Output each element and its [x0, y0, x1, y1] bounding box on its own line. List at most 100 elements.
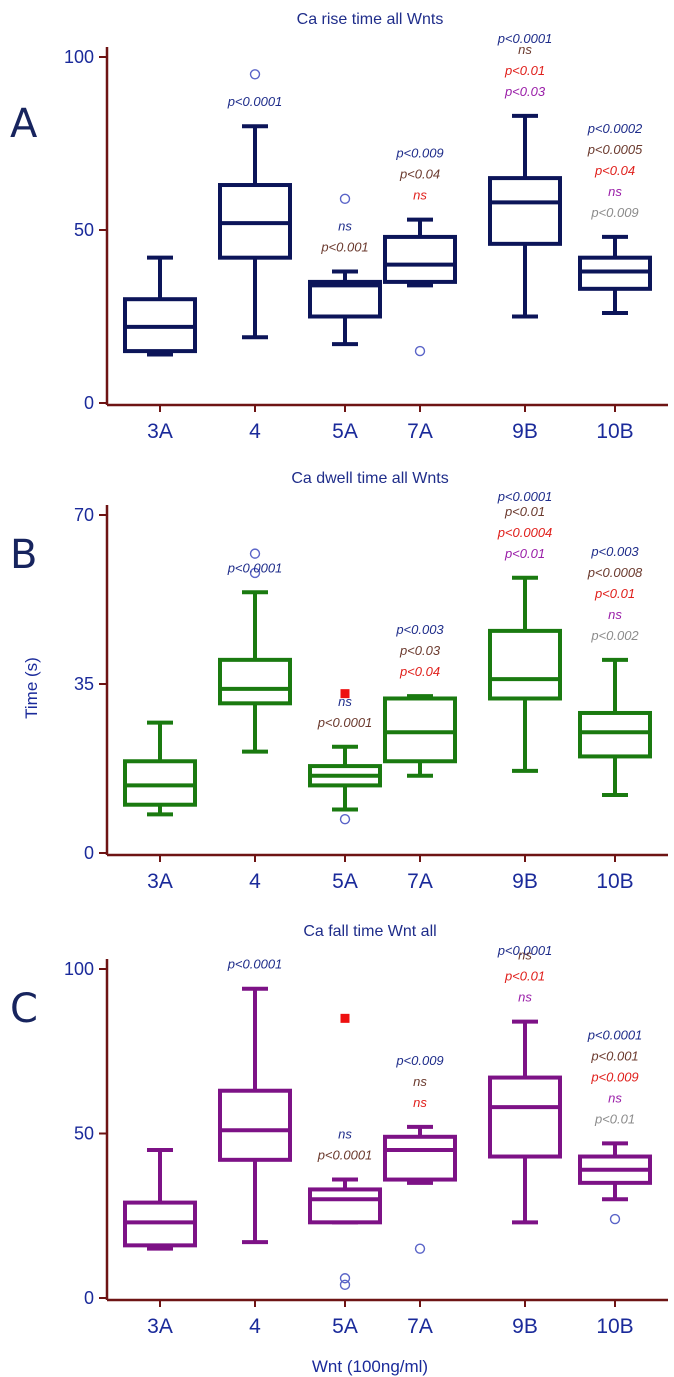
- x-tick-label: 5A: [332, 870, 358, 893]
- y-tick-label: 0: [84, 1288, 94, 1308]
- box-plot-10b: [578, 1141, 652, 1202]
- significance-label: ns: [518, 990, 532, 1005]
- chart-panel-b: Ca dwell time all Wnts B 0 35 70 3A 4 p<0.0001 5…: [10, 470, 668, 893]
- significance-label: p<0.0001: [497, 31, 553, 46]
- significance-label: p<0.0004: [497, 525, 553, 540]
- extreme-point: [340, 1013, 350, 1023]
- x-tick-label: 3A: [147, 420, 173, 443]
- significance-label: p<0.009: [395, 1053, 443, 1068]
- chart-panel-a: Ca rise time all Wnts A 0 50 100 3A 4 p<0.0001 5…: [10, 11, 668, 443]
- significance-label: p<0.0001: [227, 560, 283, 575]
- y-tick-label: 100: [64, 959, 94, 979]
- interquartile-box: [488, 176, 562, 246]
- panel-letter: B: [10, 532, 37, 578]
- x-tick-label: 5A: [332, 1315, 358, 1338]
- significance-label: p<0.01: [504, 969, 545, 984]
- box-plot-9b: [488, 575, 562, 773]
- outlier-point: [339, 193, 351, 205]
- box-plot-5a: [308, 269, 382, 347]
- x-tick-label: 7A: [407, 420, 433, 443]
- significance-label: p<0.003: [395, 622, 444, 637]
- significance-label: p<0.01: [594, 586, 635, 601]
- box-plot-9b: [488, 113, 562, 319]
- significance-label: p<0.003: [590, 544, 639, 559]
- chart-title: Ca rise time all Wnts: [297, 11, 444, 28]
- interquartile-box: [488, 1075, 562, 1159]
- interquartile-box: [218, 1088, 292, 1162]
- chart-title: Ca dwell time all Wnts: [291, 470, 448, 487]
- chart-title: Ca fall time Wnt all: [303, 923, 436, 940]
- box-plot-3a: [123, 720, 197, 817]
- significance-label: p<0.009: [395, 146, 443, 161]
- x-tick-label: 9B: [512, 870, 538, 893]
- interquartile-box: [578, 710, 652, 759]
- box-plot-5a: [308, 744, 382, 812]
- significance-label: p<0.0001: [587, 1027, 643, 1042]
- extreme-point: [340, 689, 350, 699]
- significance-label: ns: [338, 1127, 352, 1142]
- outlier-point: [339, 1273, 351, 1284]
- significance-label: p<0.04: [594, 163, 635, 178]
- x-tick-label: 7A: [407, 870, 433, 893]
- outlier-point: [249, 69, 261, 80]
- interquartile-box: [218, 657, 292, 706]
- x-tick-label: 3A: [147, 870, 173, 893]
- significance-label: ns: [413, 1074, 427, 1089]
- y-tick-label: 100: [64, 47, 94, 67]
- x-tick-label: 9B: [512, 420, 538, 443]
- box-plot-4: [218, 590, 292, 754]
- interquartile-box: [308, 1187, 382, 1225]
- outlier-point: [249, 567, 261, 579]
- y-tick-label: 50: [74, 220, 94, 240]
- chart-panel-c: Ca fall time Wnt all C 0 50 100 3A 4 p<0.0001 5A…: [10, 923, 668, 1338]
- panel-letter: C: [10, 986, 38, 1032]
- outlier-point: [414, 1243, 426, 1254]
- significance-label: p<0.04: [399, 664, 440, 679]
- y-tick-label: 0: [84, 393, 94, 413]
- significance-label: p<0.0001: [317, 715, 373, 730]
- significance-label: p<0.01: [594, 1111, 635, 1126]
- outlier-point: [414, 345, 426, 357]
- significance-label: ns: [413, 188, 427, 203]
- x-tick-label: 4: [249, 1315, 261, 1338]
- box-plot-7a: [383, 694, 457, 778]
- box-plot-10b: [578, 657, 652, 798]
- significance-label: ns: [608, 607, 622, 622]
- box-plot-4: [218, 986, 292, 1245]
- significance-label: ns: [338, 219, 352, 234]
- interquartile-box: [383, 696, 457, 764]
- x-tick-label: 3A: [147, 1315, 173, 1338]
- interquartile-box: [383, 1134, 457, 1182]
- y-tick-label: 70: [74, 505, 94, 525]
- significance-label: p<0.002: [590, 628, 639, 643]
- significance-label: p<0.0008: [587, 565, 643, 580]
- box-plot-10b: [578, 234, 652, 316]
- x-tick-label: 9B: [512, 1315, 538, 1338]
- significance-label: p<0.01: [504, 63, 545, 78]
- significance-label: p<0.03: [399, 643, 441, 658]
- significance-label: p<0.001: [590, 1048, 638, 1063]
- box-plot-7a: [383, 217, 457, 288]
- x-tick-label: 4: [249, 870, 261, 893]
- box-plot-3a: [123, 255, 197, 357]
- significance-label: p<0.0001: [497, 943, 553, 958]
- significance-label: p<0.0001: [227, 94, 283, 109]
- significance-label: p<0.0001: [497, 489, 553, 504]
- x-tick-label: 10B: [596, 420, 633, 443]
- box-plot-3a: [123, 1147, 197, 1251]
- significance-label: ns: [608, 1090, 622, 1105]
- panel-letter: A: [10, 101, 38, 147]
- significance-label: p<0.0002: [587, 121, 643, 136]
- significance-label: p<0.001: [320, 240, 368, 255]
- significance-label: p<0.0005: [587, 142, 643, 157]
- outlier-point: [609, 1213, 621, 1225]
- outlier-point: [339, 814, 351, 825]
- significance-label: ns: [413, 1095, 427, 1110]
- significance-label: p<0.0001: [227, 957, 283, 972]
- outlier-point: [249, 548, 261, 559]
- significance-label: p<0.009: [590, 1069, 638, 1084]
- interquartile-box: [383, 234, 457, 284]
- significance-label: p<0.03: [504, 84, 546, 99]
- y-tick-label: 50: [74, 1124, 94, 1144]
